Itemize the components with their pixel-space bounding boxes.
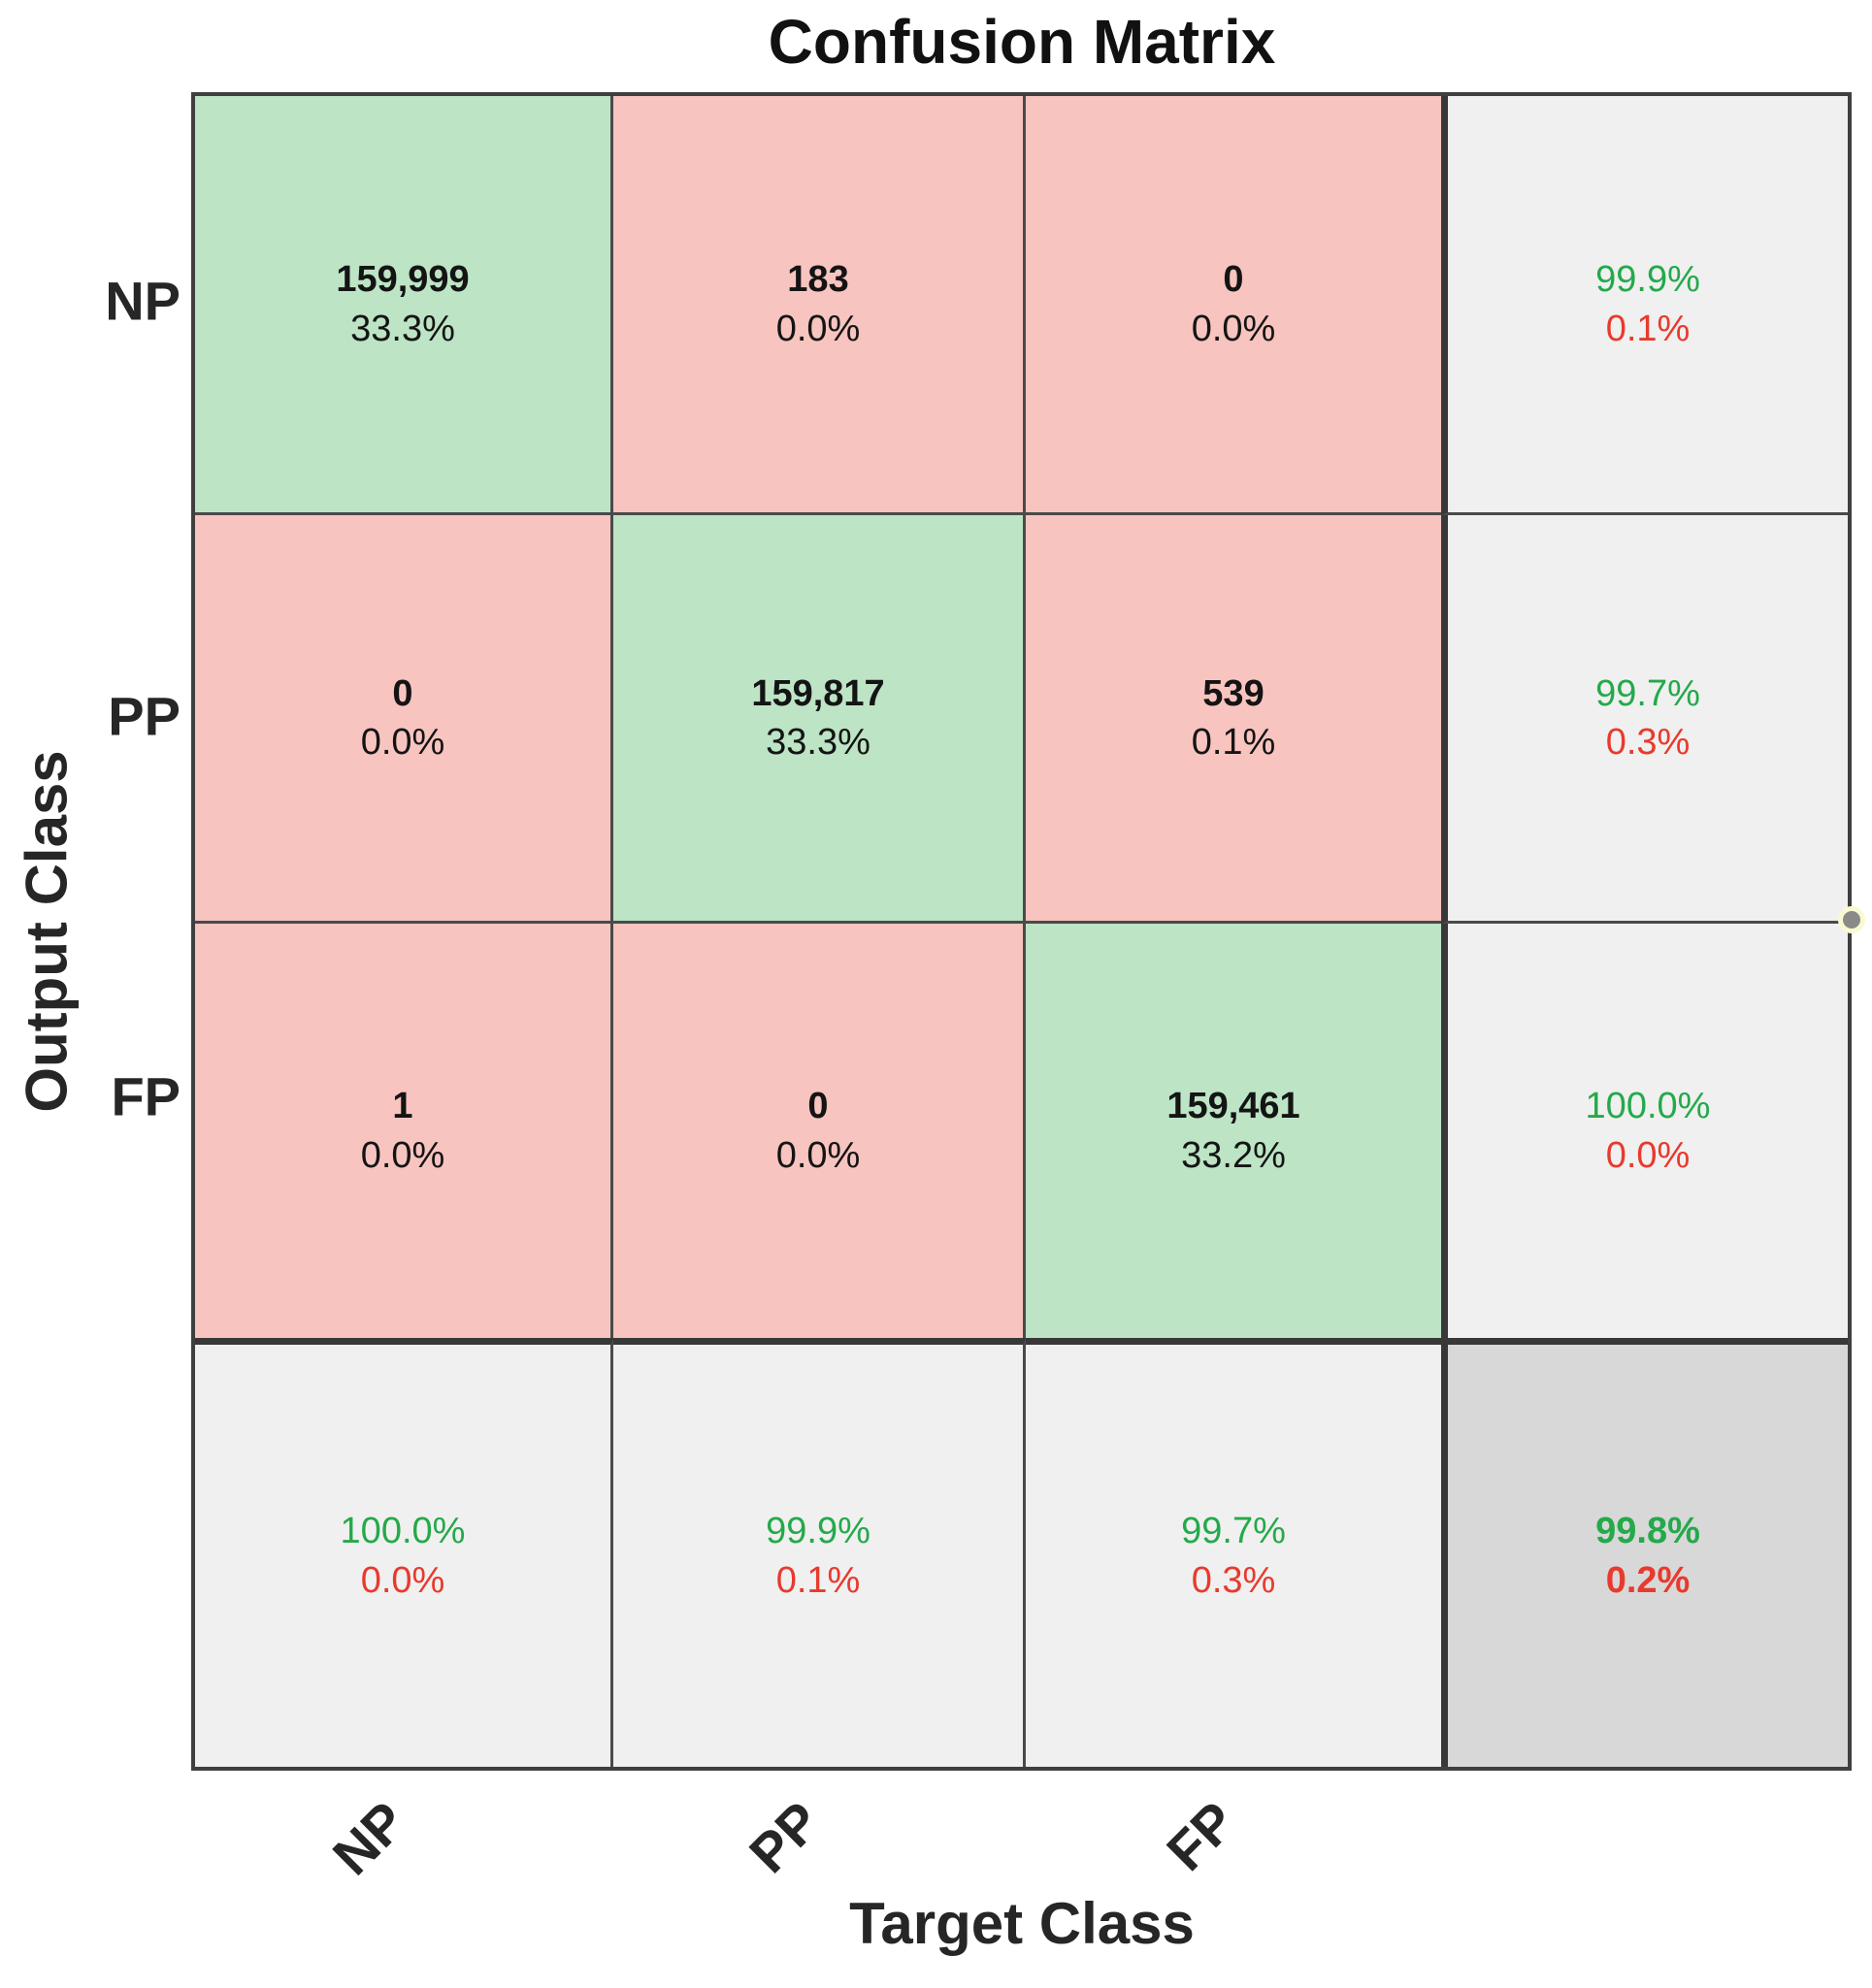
row-summary-FP: 100.0% 0.0% [1441, 924, 1848, 1338]
cell-percent: 0.0% [775, 1134, 861, 1176]
col-summary-NP: 100.0% 0.0% [195, 1338, 613, 1767]
chart-title: Confusion Matrix [768, 7, 1276, 77]
cell-percent: 0.0% [775, 308, 861, 349]
cell-output-NP-target-PP: 183 0.0% [613, 96, 1026, 515]
cell-percent: 0.0% [360, 722, 445, 763]
summary-good-percent: 100.0% [340, 1511, 466, 1552]
cell-output-FP-target-NP: 1 0.0% [195, 924, 613, 1338]
cell-percent: 33.2% [1181, 1134, 1286, 1176]
cell-count: 159,999 [336, 259, 470, 301]
summary-good-percent: 99.9% [1595, 259, 1700, 301]
cell-percent: 33.3% [766, 722, 870, 763]
cell-output-NP-target-FP: 0 0.0% [1026, 96, 1441, 515]
cell-percent: 33.3% [350, 308, 455, 349]
overall-bad-percent: 0.2% [1605, 1559, 1691, 1601]
summary-bad-percent: 0.1% [1605, 308, 1691, 349]
cell-count: 1 [392, 1086, 413, 1127]
col-summary-FP: 99.7% 0.3% [1026, 1338, 1441, 1767]
summary-good-percent: 99.7% [1181, 1511, 1286, 1552]
overall-accuracy-cell: 99.8% 0.2% [1441, 1338, 1848, 1767]
cell-percent: 0.0% [360, 1134, 445, 1176]
summary-bad-percent: 0.3% [1191, 1559, 1276, 1601]
summary-bad-percent: 0.3% [1605, 722, 1691, 763]
x-tick-PP: PP [737, 1789, 833, 1885]
overall-good-percent: 99.8% [1595, 1511, 1700, 1552]
y-axis-label: Output Class [14, 750, 80, 1113]
summary-good-percent: 99.7% [1595, 672, 1700, 714]
summary-good-percent: 100.0% [1585, 1086, 1711, 1127]
confusion-matrix-grid: 159,999 33.3% 183 0.0% 0 0.0% 99.9% 0.1%… [191, 92, 1852, 1771]
y-tick-FP: FP [111, 1065, 181, 1127]
col-summary-PP: 99.9% 0.1% [613, 1338, 1026, 1767]
summary-bad-percent: 0.0% [1605, 1134, 1691, 1176]
summary-bad-percent: 0.1% [775, 1559, 861, 1601]
cell-count: 0 [1223, 259, 1244, 301]
summary-good-percent: 99.9% [766, 1511, 870, 1552]
cell-count: 159,817 [751, 672, 885, 714]
cell-output-NP-target-NP: 159,999 33.3% [195, 96, 613, 515]
cell-percent: 0.0% [1191, 308, 1276, 349]
cell-count: 539 [1202, 672, 1264, 714]
cell-output-FP-target-PP: 0 0.0% [613, 924, 1026, 1338]
x-tick-NP: NP [320, 1789, 418, 1887]
x-tick-FP: FP [1155, 1789, 1248, 1882]
cell-count: 183 [787, 259, 849, 301]
cell-count: 0 [392, 672, 413, 714]
y-tick-NP: NP [105, 270, 181, 332]
marker-dot [1838, 906, 1865, 933]
cell-output-PP-target-PP: 159,817 33.3% [613, 515, 1026, 924]
row-summary-PP: 99.7% 0.3% [1441, 515, 1848, 924]
cell-percent: 0.1% [1191, 722, 1276, 763]
cell-output-PP-target-FP: 539 0.1% [1026, 515, 1441, 924]
cell-count: 159,461 [1166, 1086, 1300, 1127]
x-axis-label: Target Class [849, 1891, 1195, 1956]
summary-bad-percent: 0.0% [360, 1559, 445, 1601]
cell-output-FP-target-FP: 159,461 33.2% [1026, 924, 1441, 1338]
row-summary-NP: 99.9% 0.1% [1441, 96, 1848, 515]
cell-count: 0 [807, 1086, 829, 1127]
cell-output-PP-target-NP: 0 0.0% [195, 515, 613, 924]
y-tick-PP: PP [108, 685, 181, 747]
